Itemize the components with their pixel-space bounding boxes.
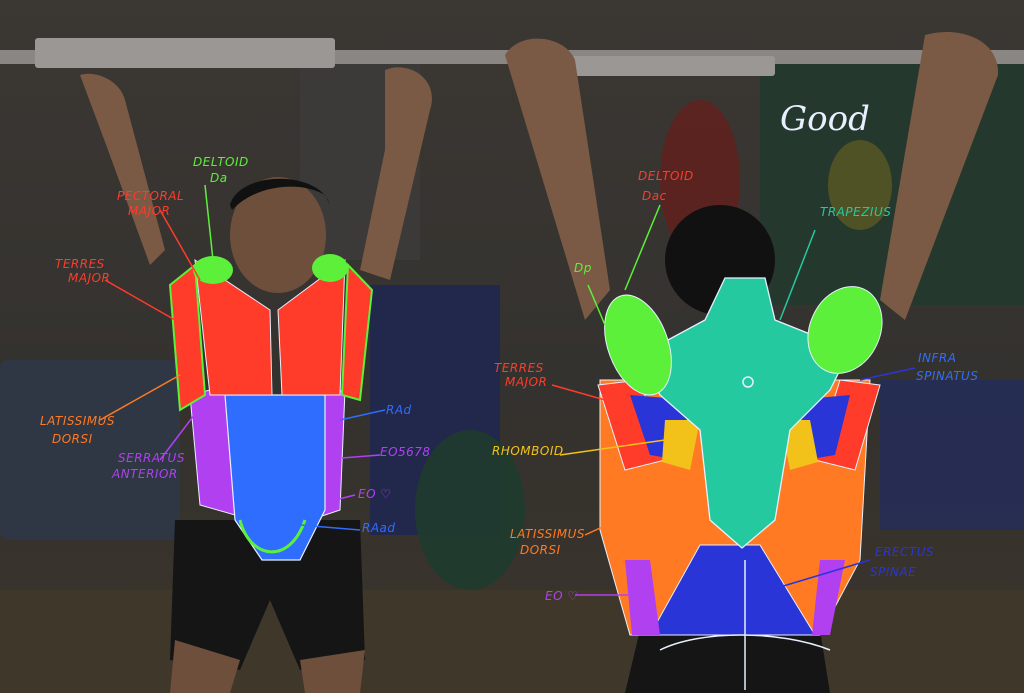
label-back-infra-2: SPINATUS [916, 369, 978, 383]
front-right-arm [360, 67, 432, 280]
label-back-dp: Dp [574, 261, 592, 275]
label-back-lat-2: DORSI [520, 543, 561, 557]
front-teres-right [340, 262, 374, 402]
front-left-arm [80, 73, 165, 265]
label-front-deltoid-sub: Da [210, 171, 228, 185]
label-front-lat-2: DORSI [52, 432, 93, 446]
label-front-pectoral: PECTORAL [117, 189, 184, 203]
spectator-yellow [828, 140, 892, 230]
leader-front-deltoid [204, 184, 214, 261]
back-oblique-right [812, 560, 845, 635]
leader-back-teres [551, 384, 606, 401]
leader-lines [99, 184, 916, 596]
label-back-deltoid: DELTOID [638, 169, 694, 183]
leader-back-deltoid [624, 204, 661, 291]
back-rhomboid-left [662, 420, 700, 470]
label-back-teres-2: MAJOR [505, 375, 547, 389]
floor [0, 590, 1024, 693]
label-front-serratus: SERRATUS [118, 451, 185, 465]
back-deltoid-left [604, 294, 672, 396]
label-front-pectoral-2: MAJOR [128, 204, 170, 218]
front-hair [230, 178, 330, 210]
label-back-rhomboid: RHOMBOID [492, 444, 564, 458]
label-front-ra: RAd [386, 403, 412, 417]
leader-front-lat [99, 374, 181, 421]
leader-back-rhomboid [559, 439, 666, 456]
weight-plates [415, 430, 525, 590]
back-deltoid-right [807, 286, 883, 374]
front-athlete [80, 67, 432, 693]
front-pectoral-left [194, 258, 273, 396]
leader-back-trapezius [779, 229, 816, 321]
front-teres-left [168, 263, 207, 412]
leader-front-ra-ad [299, 524, 361, 531]
front-lower-abs-line [238, 519, 307, 554]
barbell-sleeve-right [560, 56, 775, 76]
back-right-arm [880, 31, 999, 321]
label-front-eo: EO5678 [380, 445, 431, 459]
leader-front-teres [104, 279, 176, 321]
label-back-trapezius: TRAPEZIUS [820, 205, 891, 219]
label-back-eo: EO ♡ [545, 589, 579, 603]
front-labels: DELTOID Da PECTORAL MAJOR TERRES MAJOR L… [40, 155, 431, 535]
label-back-lat: LATISSIMUS [510, 527, 585, 541]
front-head [230, 177, 326, 293]
front-shorts [170, 520, 365, 670]
leader-front-eo-heart [334, 494, 356, 501]
label-back-infra: INFRA [918, 351, 956, 365]
back-shorts [625, 630, 830, 693]
back-left-arm [505, 38, 610, 321]
leader-front-ra [339, 409, 386, 421]
caption-good: Good [780, 99, 870, 139]
front-deltoid-right [312, 254, 348, 282]
label-front-teres: TERRES [55, 257, 105, 271]
barbell-sleeve-left [35, 38, 335, 68]
label-back-teres: TERRES [494, 361, 544, 375]
back-lower-lines [659, 560, 831, 690]
front-muscles [168, 254, 374, 561]
front-leg-left [170, 640, 240, 693]
back-labels: DELTOID Dac Dp TRAPEZIUS TERRES MAJOR IN… [492, 169, 978, 603]
front-pectoral-right [277, 258, 346, 396]
back-oblique-left [625, 560, 660, 635]
back-athlete [505, 31, 999, 693]
leader-back-dp [587, 284, 606, 326]
leader-back-lat [584, 504, 651, 536]
label-back-deltoid-sub: Dac [642, 189, 667, 203]
leader-back-erector [769, 559, 871, 591]
front-deltoid-left [193, 256, 233, 284]
label-front-lat: LATISSIMUS [40, 414, 115, 428]
back-spine-mark [742, 376, 754, 388]
label-back-erector-2: SPINAE [870, 565, 916, 579]
label-front-serratus-2: ANTERIOR [111, 467, 178, 481]
label-front-ra-ad: RAad [362, 521, 396, 535]
back-muscles [597, 277, 883, 690]
front-leg-right [300, 650, 365, 693]
leader-back-infra [859, 367, 916, 381]
label-back-erector: ERECTUS [875, 545, 934, 559]
label-front-eo-heart: EO ♡ [358, 487, 392, 501]
label-front-teres-2: MAJOR [68, 271, 110, 285]
leader-front-eo [341, 454, 381, 459]
leader-front-pectoral [159, 209, 201, 281]
blue-bench [880, 380, 1024, 530]
label-front-deltoid: DELTOID [193, 155, 249, 169]
leader-front-serratus [159, 409, 199, 461]
blue-chairs [0, 360, 180, 540]
